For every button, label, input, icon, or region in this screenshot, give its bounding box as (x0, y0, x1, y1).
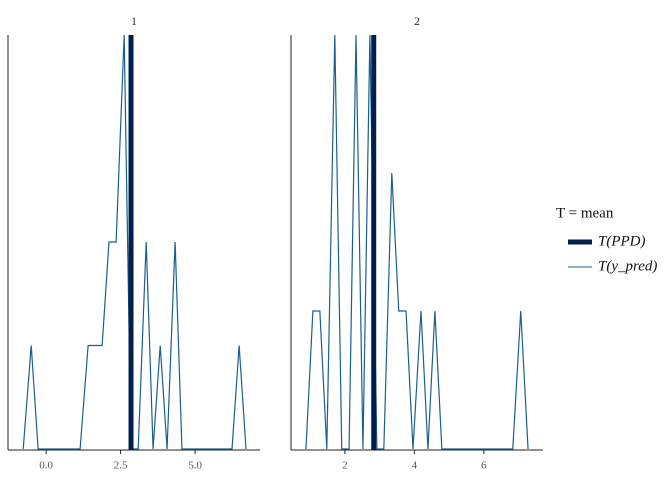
legend-title: T = mean (556, 205, 614, 221)
legend-label: T(PPD) (598, 233, 646, 249)
panel-title: 1 (131, 14, 137, 28)
x-tick-label: 5.0 (188, 460, 202, 472)
x-tick-label: 4 (412, 460, 418, 472)
x-tick-label: 6 (481, 460, 487, 472)
legend-label: T(y_pred) (598, 258, 657, 274)
x-tick-label: 2.5 (114, 460, 128, 472)
x-tick-label: 2 (342, 460, 348, 472)
x-tick-label: 0.0 (39, 460, 53, 472)
panel-title: 2 (414, 14, 420, 28)
stat-line (305, 34, 529, 450)
stat-line (22, 34, 247, 450)
